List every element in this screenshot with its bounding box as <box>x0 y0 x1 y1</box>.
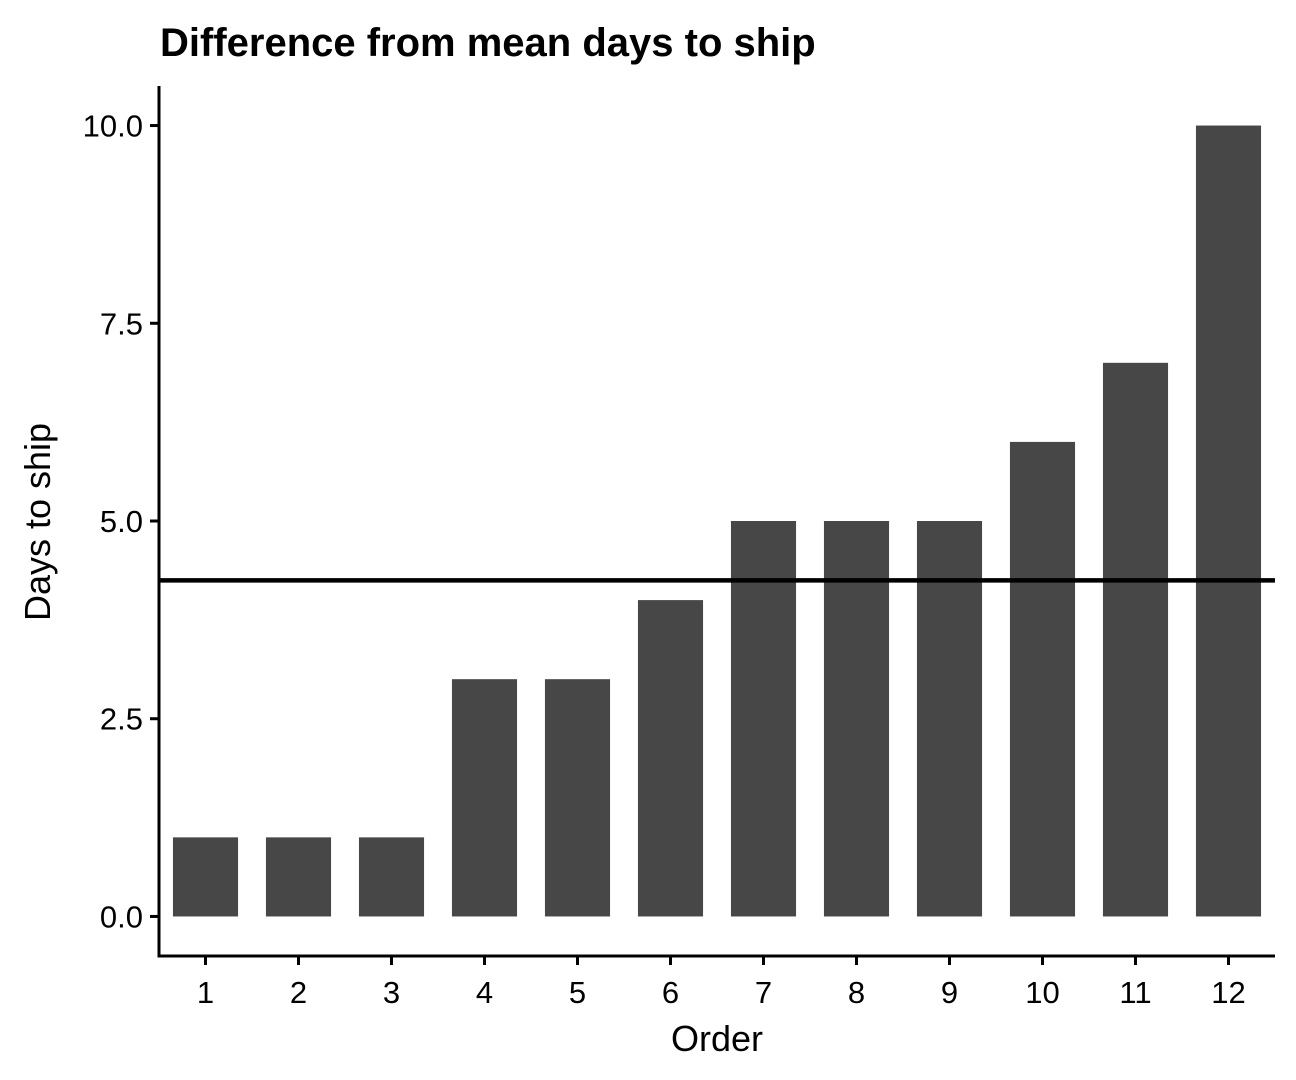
bar-order-12 <box>1195 125 1262 917</box>
y-tick-label: 7.5 <box>100 306 143 341</box>
y-ticks-group: 0.0 2.5 5.0 7.5 10.0 <box>83 109 159 934</box>
y-tick-label: 10.0 <box>83 109 143 144</box>
bars-group <box>172 125 1262 917</box>
x-tick-label: 6 <box>662 975 679 1010</box>
bar-order-5 <box>544 679 611 917</box>
x-tick-label: 3 <box>383 975 400 1010</box>
bar-order-2 <box>265 837 332 917</box>
y-axis-label: Days to ship <box>17 423 58 621</box>
x-tick-label: 1 <box>197 975 214 1010</box>
x-tick-label: 5 <box>569 975 586 1010</box>
bar-order-8 <box>823 521 890 917</box>
y-tick-label: 5.0 <box>100 504 143 539</box>
x-tick-label: 2 <box>290 975 307 1010</box>
x-ticks-group: 1 2 3 4 5 6 7 8 9 10 11 12 <box>197 956 1246 1010</box>
bar-order-10 <box>1009 441 1076 917</box>
bar-order-9 <box>916 521 983 917</box>
x-tick-label: 9 <box>941 975 958 1010</box>
chart-title: Difference from mean days to ship <box>160 21 816 65</box>
x-tick-label: 10 <box>1025 975 1059 1010</box>
bar-order-4 <box>451 679 518 917</box>
y-tick-label: 2.5 <box>100 702 143 737</box>
y-tick-label: 0.0 <box>100 899 143 934</box>
x-tick-label: 4 <box>476 975 493 1010</box>
bar-order-6 <box>637 600 704 917</box>
x-tick-label: 12 <box>1211 975 1245 1010</box>
x-tick-label: 11 <box>1119 975 1151 1010</box>
bar-order-11 <box>1102 362 1169 917</box>
bar-order-1 <box>172 837 239 917</box>
x-axis-label: Order <box>671 1018 763 1059</box>
bar-order-3 <box>358 837 425 917</box>
x-tick-label: 7 <box>755 975 772 1010</box>
bar-order-7 <box>730 521 797 917</box>
x-tick-label: 8 <box>848 975 865 1010</box>
